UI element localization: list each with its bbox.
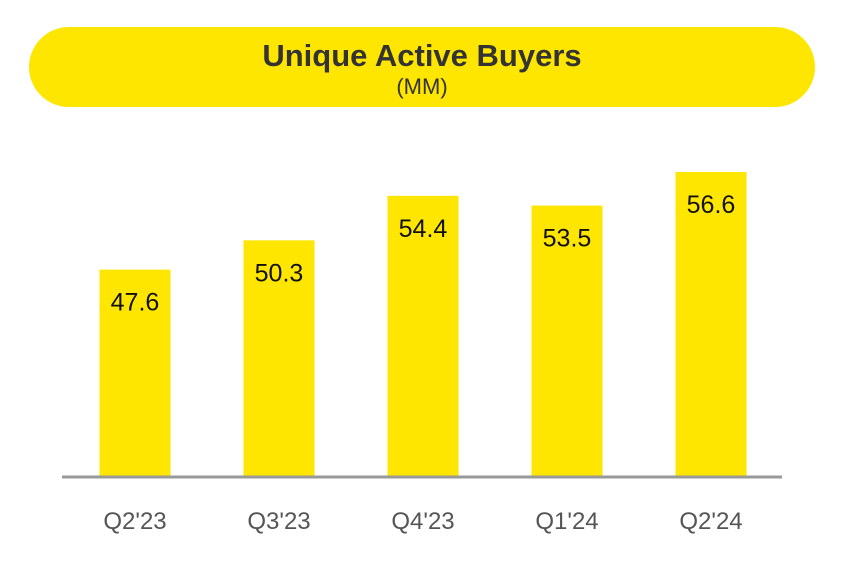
x-tick-label-3: Q1'24 (535, 508, 598, 535)
bar-1 (243, 240, 315, 477)
bar-0 (99, 269, 171, 477)
title-banner: Unique Active Buyers (MM) (29, 27, 815, 107)
x-tick-labels-group: Q2'23 Q3'23 Q4'23 Q1'24 Q2'24 (103, 508, 742, 535)
x-tick-label-4: Q2'24 (679, 508, 742, 535)
bars-group (99, 171, 747, 478)
x-tick-label-2: Q4'23 (391, 508, 454, 535)
x-tick-label-0: Q2'23 (103, 508, 166, 535)
bar-3 (531, 205, 603, 477)
x-tick-label-1: Q3'23 (247, 508, 310, 535)
data-label-4: 56.6 (687, 191, 736, 219)
data-label-2: 54.4 (399, 215, 448, 243)
data-label-1: 50.3 (255, 259, 304, 287)
bar-2 (387, 195, 459, 477)
data-label-0: 47.6 (111, 289, 160, 317)
chart-title: Unique Active Buyers (262, 38, 582, 73)
data-label-3: 53.5 (543, 225, 592, 253)
data-labels-group: 47.6 50.3 54.4 53.5 56.6 (111, 191, 736, 317)
bar-4 (675, 171, 747, 478)
chart-subtitle: (MM) (396, 74, 448, 99)
